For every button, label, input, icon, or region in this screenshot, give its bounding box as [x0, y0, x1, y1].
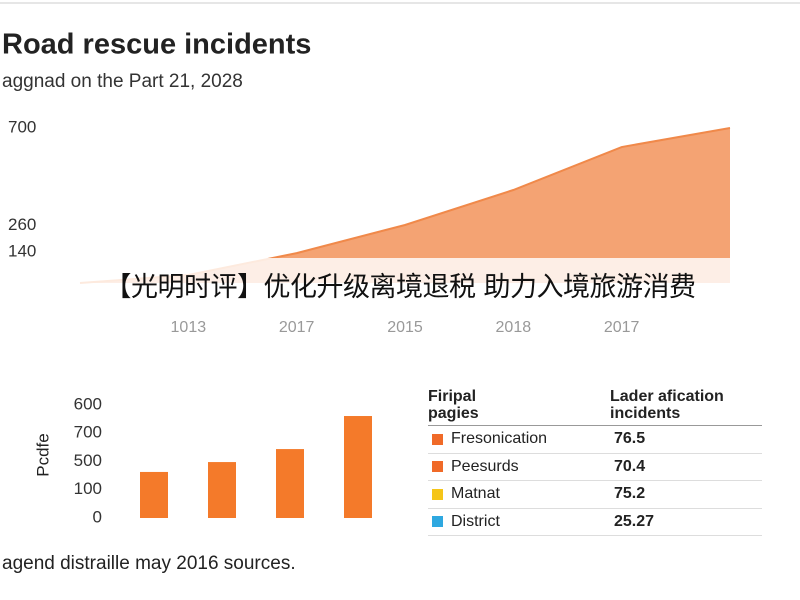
- row-label-cell: Peesurds: [428, 458, 614, 476]
- chart-title: Road rescue incidents: [2, 29, 311, 61]
- y-tick-label: 700: [74, 423, 102, 442]
- row-label: Peesurds: [451, 457, 519, 475]
- table-row: Fresonication 76.5: [428, 426, 762, 454]
- y-tick-label: 0: [93, 507, 102, 526]
- table-row: Matnat 75.2: [428, 481, 762, 509]
- y-tick-label: 140: [8, 241, 36, 260]
- x-tick-label: 2017: [279, 319, 315, 336]
- legend-swatch: [432, 433, 443, 445]
- table-row: District 25.27: [428, 509, 762, 536]
- legend-swatch: [432, 488, 443, 500]
- header-cell: Lader afication incidents: [610, 388, 724, 422]
- header-cell: Firipal pagies: [428, 388, 479, 422]
- y-tick-label: 500: [74, 451, 102, 470]
- x-tick-label: 2015: [387, 319, 423, 336]
- row-value: 76.5: [614, 430, 646, 448]
- table-header: Firipal pagies Lader afication incidents: [428, 388, 762, 426]
- row-label-cell: Matnat: [428, 485, 614, 503]
- chart-subtitle: aggnad on the Part 21, 2028: [2, 71, 243, 92]
- bar: [208, 462, 236, 518]
- row-value: 70.4: [614, 457, 646, 475]
- y-tick-label: 100: [74, 479, 102, 498]
- row-value: 75.2: [614, 485, 646, 503]
- x-tick-label: 2017: [604, 319, 640, 336]
- row-label: District: [451, 512, 500, 530]
- area: [80, 128, 730, 283]
- y-tick-label: 260: [8, 215, 36, 234]
- news-banner: 【光明时评】优化升级离境退税 助力入境旅游消费: [0, 258, 800, 318]
- footnote: agend distraille may 2016 sources.: [2, 553, 296, 574]
- row-label: Fresonication: [451, 430, 548, 448]
- bar: [276, 449, 304, 518]
- bar: [344, 416, 372, 518]
- row-label-cell: District: [428, 513, 614, 531]
- bar: [140, 471, 168, 518]
- legend-swatch: [432, 516, 443, 528]
- y-tick-label: 700: [8, 117, 36, 136]
- legend-table: Firipal pagies Lader afication incidents…: [428, 388, 762, 536]
- table-body: Fresonication 76.5 Peesurds 70.4 Matnat 75.2 D…: [428, 426, 762, 536]
- row-label-cell: Fresonication: [428, 430, 614, 448]
- y-axis-label: Pcdfe: [33, 433, 52, 476]
- row-label: Matnat: [451, 485, 500, 503]
- y-tick-label: 600: [74, 394, 102, 413]
- x-tick-label: 1013: [171, 319, 207, 336]
- x-tick-label: 2018: [496, 319, 532, 336]
- row-value: 25.27: [614, 512, 655, 530]
- table-row: Peesurds 70.4: [428, 454, 762, 481]
- legend-swatch: [432, 461, 443, 473]
